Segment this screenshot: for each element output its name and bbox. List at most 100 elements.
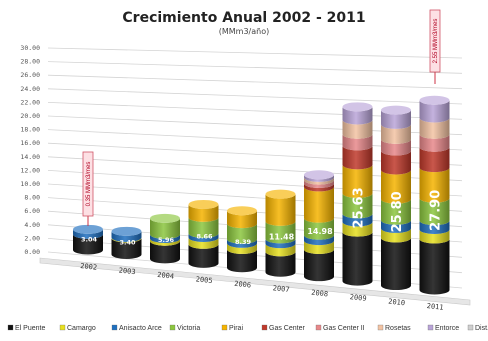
legend-label: Victoria: [177, 325, 200, 332]
bar-segment: [227, 239, 257, 248]
bar-segment: [111, 238, 142, 259]
bar-cap: [73, 224, 103, 234]
grid-line: [47, 61, 463, 74]
y-tick-label: 14.00: [20, 153, 40, 161]
bar-cap: [111, 226, 142, 236]
bar-segment: [265, 238, 296, 249]
bar-stack: 14.98: [304, 170, 334, 282]
legend-item: Gas Center II: [315, 324, 365, 332]
grid-line: [47, 74, 463, 90]
legend-item: Anisacto Arce: [111, 324, 162, 332]
y-tick-label: 22.00: [20, 98, 40, 106]
legend-item: Victoria: [169, 324, 200, 332]
legend-label: El Puente: [15, 325, 45, 332]
y-tick-label: 12.00: [20, 166, 40, 174]
bar-stack: 3.40: [111, 226, 142, 259]
bar-cap: [150, 213, 180, 223]
bar-segment: [342, 213, 373, 227]
bar-segment: [419, 220, 450, 234]
y-tick-label: 0.00: [24, 248, 40, 256]
bar-segment: [342, 145, 373, 170]
bar-stack: 5.96: [150, 213, 180, 264]
bar-segment: [342, 164, 373, 198]
bar-segment: [342, 193, 373, 219]
legend-label: Pirai: [229, 325, 243, 332]
legend-swatch: [111, 324, 118, 331]
y-tick-label: 18.00: [20, 126, 40, 134]
bar-segment: [381, 237, 411, 291]
annotation-text: 2.55 MMm3/mes: [433, 19, 439, 64]
bar-segment: [227, 243, 257, 254]
bar-segment: [381, 124, 411, 144]
legend-label: Dist.: [475, 325, 488, 332]
y-tick-label: 8.00: [24, 194, 40, 202]
annotation-text: 0.35 MMm3/mes: [86, 162, 92, 207]
bar-segment: [419, 134, 450, 152]
bar-stack: 11.48: [265, 189, 296, 277]
bars: 3.04 3.40 5.96 8.66 8.39 11.48 14.98 25.63 25.80…: [73, 95, 450, 295]
legend-swatch: [467, 324, 474, 331]
data-label: 5.96: [158, 236, 175, 244]
legend-swatch: [169, 324, 176, 331]
annotations: 0.35 MMm3/mes 2.55 MMm3/mes: [82, 9, 441, 226]
x-tick-label: 2009: [349, 293, 367, 303]
bar-segment: [73, 234, 103, 255]
bar-segment: [342, 232, 373, 286]
bar-segment: [188, 233, 219, 242]
bar-cap: [188, 199, 219, 209]
bar-segment: [419, 167, 450, 203]
bar-segment: [304, 180, 334, 189]
x-tick-label: 2006: [234, 280, 252, 290]
data-label: 25.80: [390, 191, 405, 232]
data-label: 11.48: [269, 232, 295, 241]
y-tick-label: 10.00: [20, 180, 40, 188]
bar-segment: [381, 199, 411, 225]
x-tick-label: 2003: [118, 266, 136, 276]
data-label: 3.40: [119, 239, 136, 247]
y-tick-label: 16.00: [20, 139, 40, 147]
legend-swatch: [59, 324, 66, 331]
y-tick-label: 26.00: [20, 71, 40, 79]
chart-floor: [39, 257, 471, 306]
bar-segment: [342, 106, 373, 125]
bar-segment: [304, 186, 334, 223]
bar-segment: [304, 235, 334, 246]
legend-item: Gas Center: [261, 324, 305, 332]
data-label: 8.39: [235, 238, 252, 246]
legend-swatch: [7, 324, 14, 331]
bar-cap: [227, 206, 257, 216]
bar-segment: [227, 249, 257, 273]
bar-segment: [150, 238, 180, 246]
chart-title: Crecimiento Anual 2002 - 2011: [122, 10, 365, 26]
bar-segment: [150, 234, 180, 243]
bar-segment: [73, 229, 103, 239]
legend-label: Gas Center II: [323, 325, 365, 332]
bar-cap: [304, 170, 334, 180]
y-tick-label: 2.00: [24, 234, 40, 242]
bar-segment: [265, 194, 296, 226]
bar-stack: 25.80: [381, 105, 411, 291]
x-tick-label: 2011: [426, 302, 444, 312]
legend-item: Entorce: [427, 324, 459, 332]
bar-stack: 3.04: [73, 224, 103, 255]
bar-segment: [150, 241, 180, 264]
grid-line: [47, 88, 463, 105]
y-axis: 0.00 2.00 4.00 6.00 8.00 10.00 12.00 14.00 16.00…: [20, 44, 40, 256]
bar-segment: [419, 147, 450, 173]
bar-segment: [304, 177, 334, 185]
legend-swatch: [377, 324, 384, 331]
legend-label: Entorce: [435, 325, 459, 332]
bar-segment: [304, 249, 334, 282]
x-tick-label: 2010: [388, 298, 406, 308]
bar-segment: [111, 231, 142, 242]
x-tick-label: 2002: [80, 262, 98, 272]
bar-segment: [342, 134, 373, 151]
data-label: 14.98: [307, 227, 333, 236]
bar-segment: [419, 229, 450, 244]
chart-subtitle: (MMm3/año): [219, 27, 270, 36]
x-tick-label: 2007: [272, 284, 290, 294]
legend-swatch: [427, 324, 434, 331]
bar-segment: [150, 218, 180, 239]
legend-swatch: [315, 324, 322, 331]
data-label: 8.66: [196, 233, 213, 241]
